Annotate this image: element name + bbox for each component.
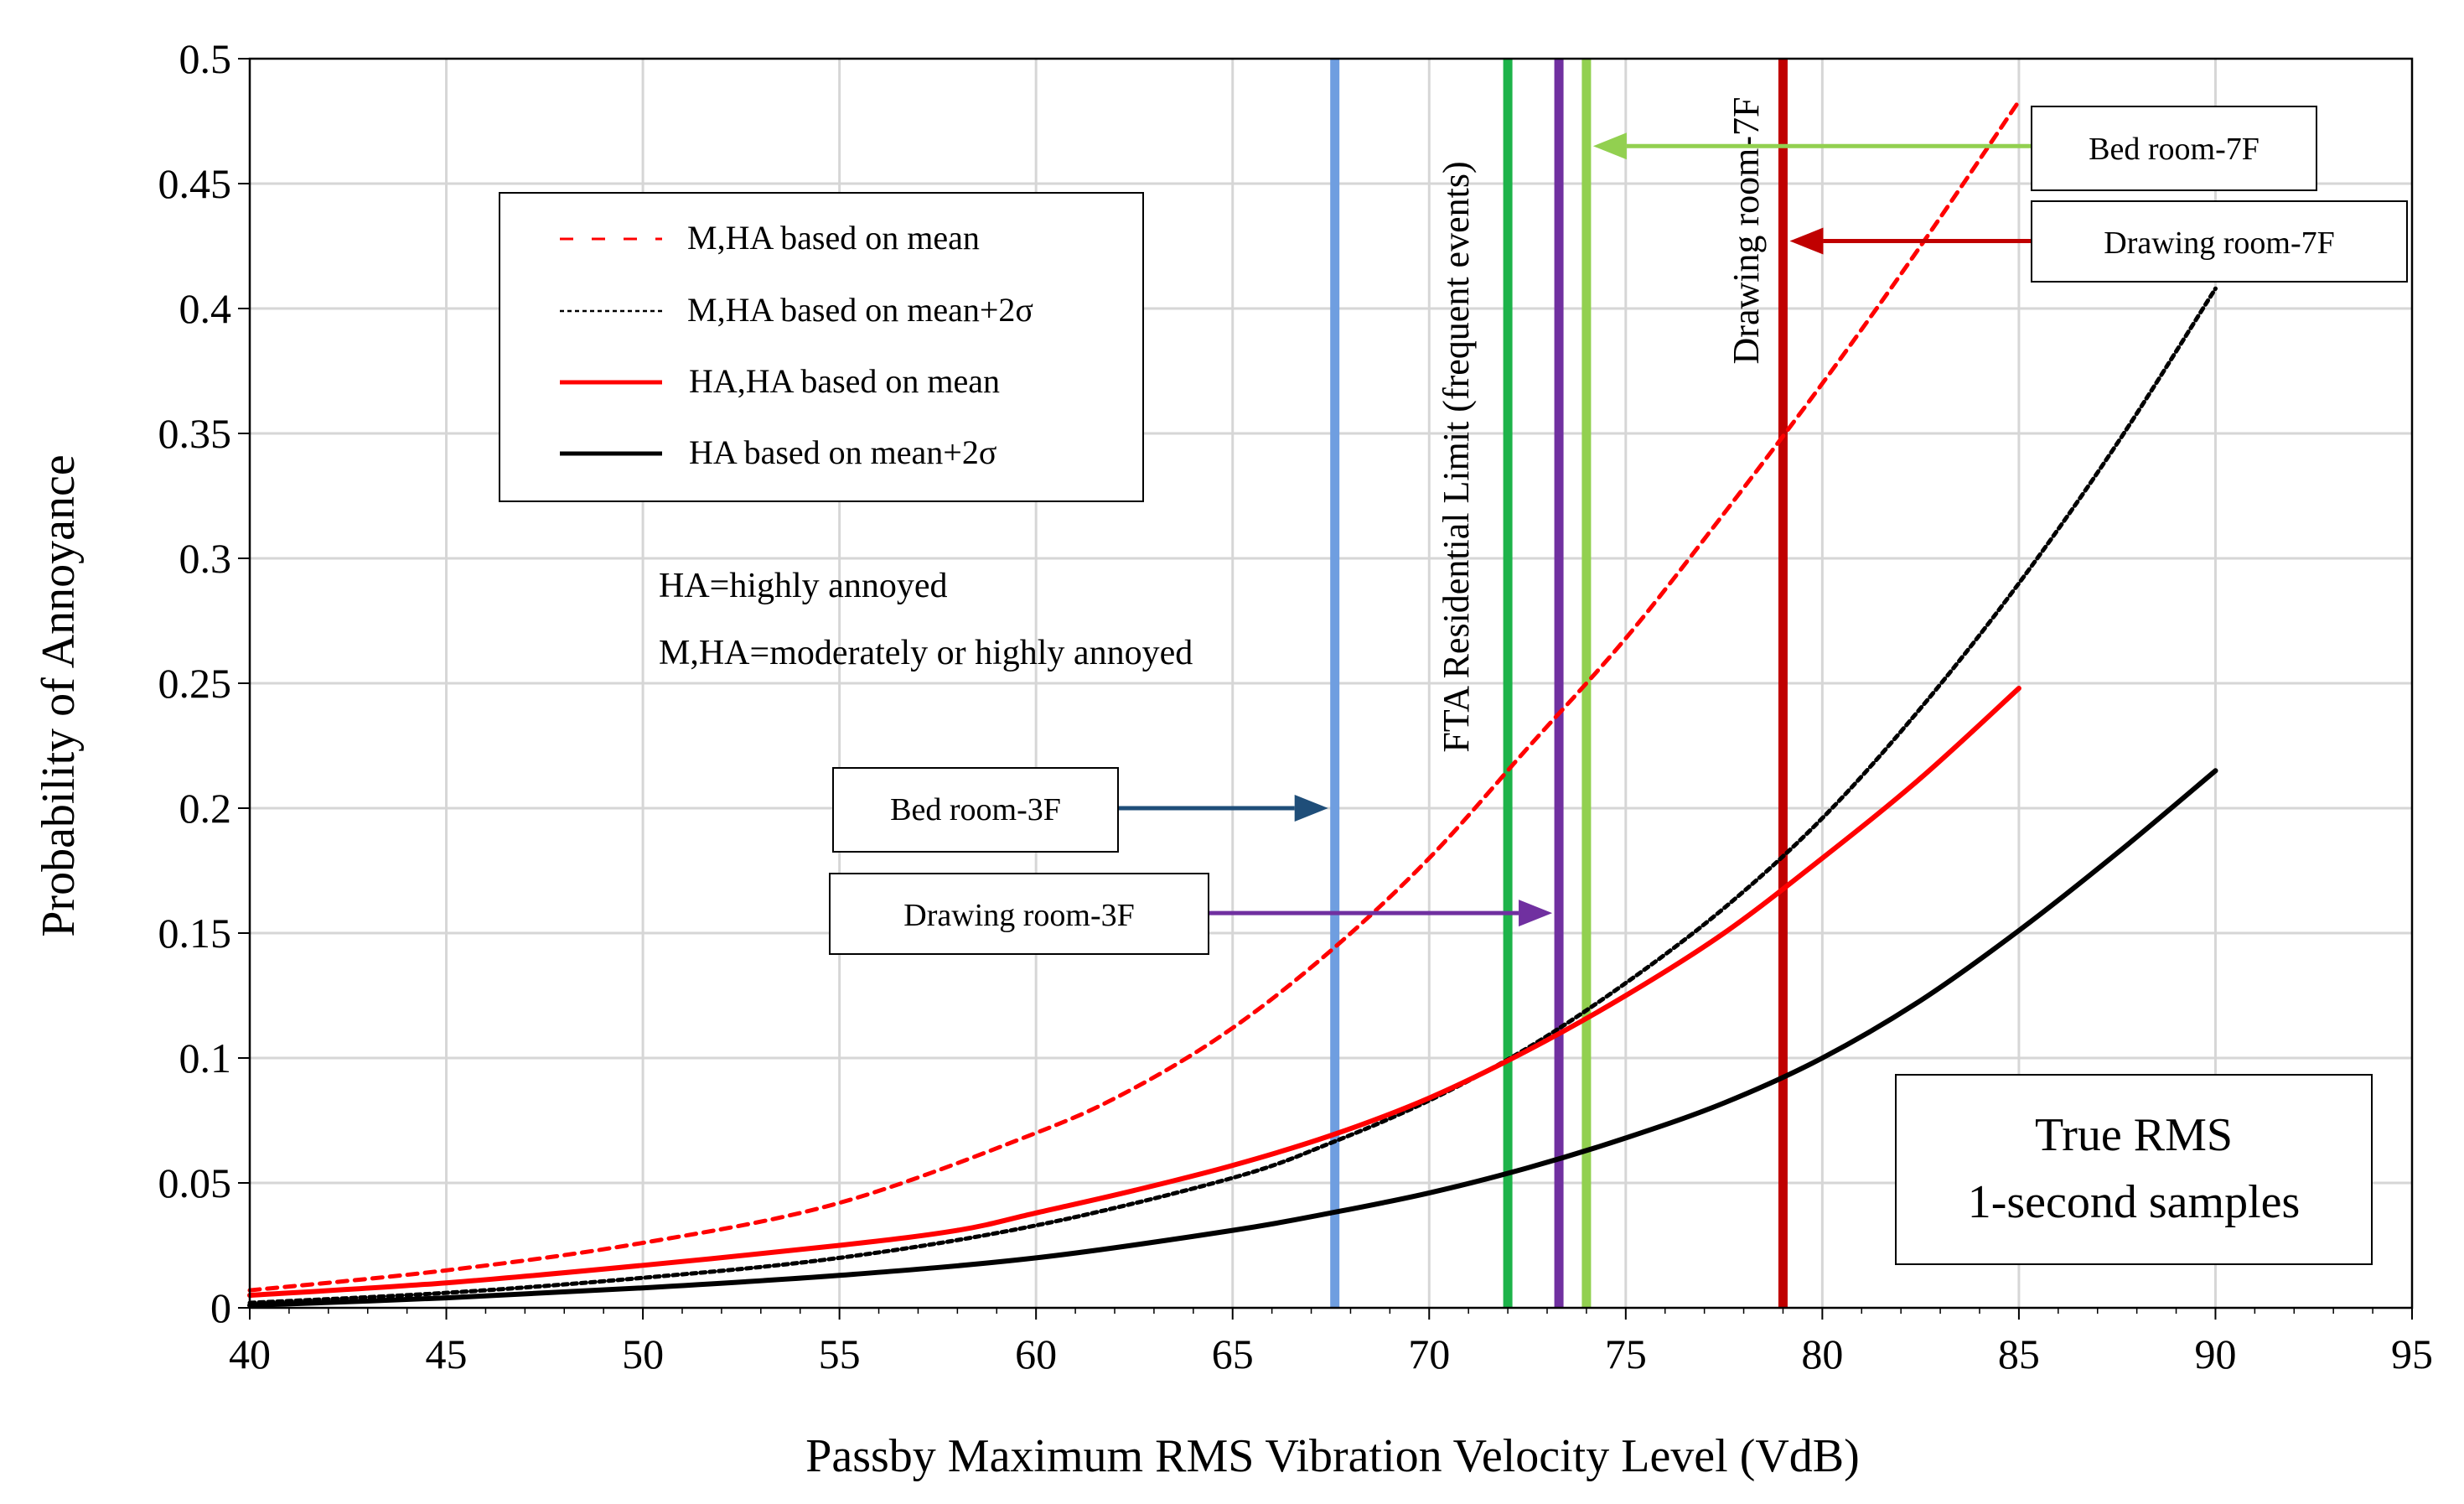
- callout-bed-room-7f: Bed room-7F: [2031, 106, 2317, 191]
- x-tick-label: 70: [1408, 1330, 1450, 1377]
- y-tick-label: 0.25: [158, 660, 232, 707]
- callout-drawing-room-3f-label: Drawing room-3F: [903, 898, 1134, 933]
- x-axis-ticks: 40 45 50 55 60 65 70 75 80 85 90 95: [229, 1308, 2433, 1377]
- x-tick-label: 40: [229, 1330, 271, 1377]
- legend-label-ha-mean2s: HA based on mean+2σ: [689, 433, 996, 471]
- legend: M,HA based on mean M,HA based on mean+2σ…: [499, 192, 1144, 502]
- arrow-drawing-room-3f-head: [1519, 900, 1553, 927]
- callout-bed-room-3f-label: Bed room-3F: [890, 792, 1061, 827]
- series-line-3: [247, 768, 2218, 1308]
- x-tick-label: 45: [426, 1330, 468, 1377]
- legend-label-mha-mean2s: M,HA based on mean+2σ: [687, 291, 1033, 329]
- callout-arrows: [1118, 132, 2032, 927]
- data-series: [247, 99, 2218, 1308]
- fta-limit-label: FTA Residential Limit (frequent events): [1436, 161, 1477, 752]
- callout-drawing-room-7f: Drawing room-7F: [2031, 200, 2408, 283]
- x-tick-label: 95: [2391, 1330, 2433, 1377]
- x-axis-title: Passby Maximum RMS Vibration Velocity Le…: [805, 1430, 1860, 1482]
- x-tick-label: 75: [1605, 1330, 1647, 1377]
- arrow-bed-room-7f-head: [1592, 132, 1627, 160]
- y-tick-label: 0.1: [179, 1035, 232, 1081]
- y-tick-label: 0.45: [158, 160, 232, 207]
- callout-drawing-room-7f-label: Drawing room-7F: [2104, 226, 2334, 261]
- series-line-0: [247, 99, 2021, 1293]
- note-mha: M,HA=moderately or highly annoyed: [659, 634, 1193, 672]
- drawing-room-7f-vertical-label: Drawing room-7F: [1726, 97, 1767, 365]
- annotation-line1: True RMS: [2035, 1109, 2233, 1161]
- legend-label-mha-mean: M,HA based on mean: [687, 219, 980, 257]
- arrow-drawing-room-7f-head: [1789, 227, 1824, 255]
- legend-label-ha-mean: HA,HA based on mean: [689, 362, 1000, 400]
- note-ha: HA=highly annoyed: [659, 567, 947, 605]
- y-tick-label: 0.3: [179, 535, 232, 582]
- x-tick-label: 55: [819, 1330, 861, 1377]
- x-tick-label: 85: [1998, 1330, 2040, 1377]
- legend-box: [499, 192, 1144, 502]
- callout-drawing-room-3f: Drawing room-3F: [829, 873, 1209, 955]
- series-line-2: [247, 686, 2021, 1299]
- y-tick-label: 0.5: [179, 35, 232, 82]
- callout-bed-room-3f: Bed room-3F: [832, 767, 1119, 853]
- x-tick-label: 80: [1801, 1330, 1843, 1377]
- callout-bed-room-7f-label: Bed room-7F: [2089, 132, 2260, 167]
- vertical-reference-lines: [1330, 59, 1788, 1308]
- x-tick-label: 60: [1015, 1330, 1057, 1377]
- x-tick-label: 90: [2194, 1330, 2236, 1377]
- y-tick-label: 0.05: [158, 1159, 232, 1206]
- x-tick-label: 50: [622, 1330, 664, 1377]
- y-tick-label: 0: [210, 1284, 231, 1331]
- y-axis-ticks: 0 0.05 0.1 0.15 0.2 0.25 0.3 0.35 0.4 0.45 0.5: [158, 35, 250, 1331]
- annotation-box: True RMS 1-second samples: [1895, 1074, 2373, 1265]
- arrow-bed-room-3f-head: [1294, 795, 1328, 822]
- y-tick-label: 0.35: [158, 410, 232, 457]
- y-axis-title: Probability of Annoyance: [33, 454, 85, 936]
- x-tick-label: 65: [1212, 1330, 1254, 1377]
- annotation-line2: 1-second samples: [1968, 1176, 2301, 1228]
- y-tick-label: 0.15: [158, 910, 232, 957]
- y-tick-label: 0.4: [179, 285, 232, 332]
- y-tick-label: 0.2: [179, 785, 232, 832]
